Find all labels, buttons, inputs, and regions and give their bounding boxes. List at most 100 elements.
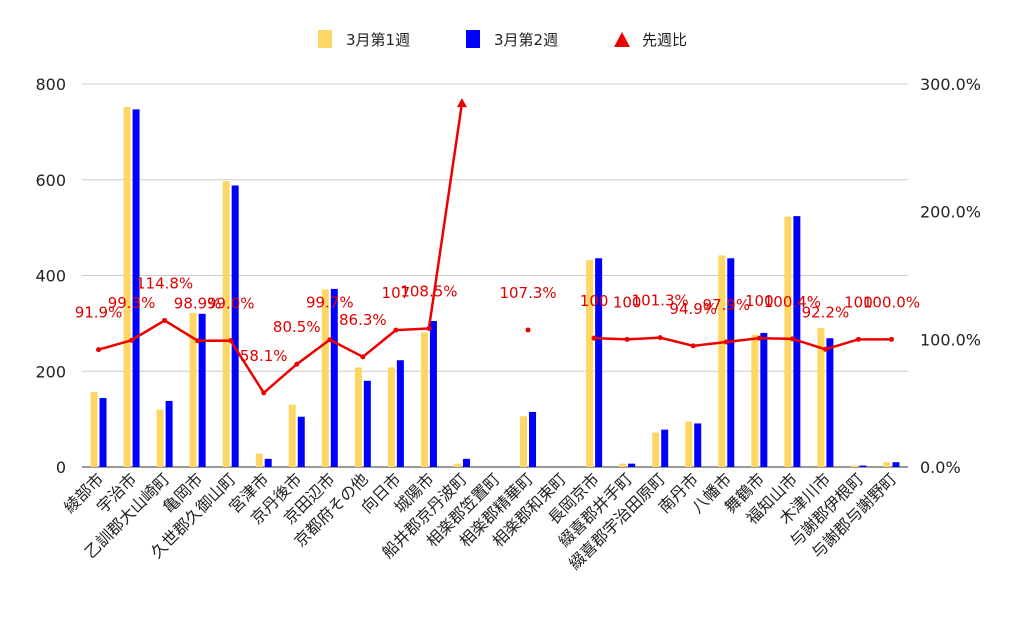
- ratio-data-label: 91.9%: [75, 304, 123, 322]
- bar-week2: [628, 463, 636, 467]
- ratio-point: [162, 317, 168, 323]
- ratio-line-segment: [594, 336, 892, 351]
- bar-week2: [892, 462, 900, 467]
- ratio-line-segment: [98, 102, 464, 395]
- ratio-point: [690, 343, 696, 349]
- ratio-point: [195, 338, 201, 344]
- ratio-data-label: 100: [745, 292, 774, 310]
- ratio-data-label: 99.0%: [207, 295, 255, 313]
- ratio-point: [855, 336, 861, 342]
- bar-week1: [222, 181, 230, 467]
- bar-week1: [685, 421, 693, 467]
- bar-week1: [453, 463, 461, 467]
- ratio-data-label: 86.3%: [339, 311, 387, 329]
- ratio-data-label: 107.3%: [499, 284, 556, 302]
- bar-week1: [718, 255, 726, 467]
- ratio-data-label: 100: [613, 293, 642, 311]
- data-labels: 91.9%99.3% 114.8% 98.9%99.0% 58.1% 80.5% 99.7…: [75, 274, 920, 364]
- bar-week2: [694, 423, 702, 467]
- bar-week2: [529, 411, 537, 467]
- ratio-point: [624, 336, 630, 342]
- ratio-data-label: 94.9%: [669, 300, 717, 318]
- ratio-data-label: 99.7%: [306, 294, 354, 312]
- legend-label: 3月第1週: [346, 31, 410, 49]
- bar-week2: [462, 458, 470, 467]
- bar-week1: [652, 432, 660, 467]
- left-tick-label: 0: [56, 458, 66, 477]
- ratio-data-label: 80.5%: [273, 318, 321, 336]
- ratio-data-label: 107: [382, 284, 411, 302]
- bar-week1: [850, 465, 858, 467]
- legend: 3月第1週 3月第2週 先週比: [318, 30, 687, 49]
- bar-week2: [99, 398, 107, 467]
- bar-week1: [288, 404, 296, 467]
- bar-week1: [751, 334, 759, 467]
- ratio-data-label: 100: [844, 293, 873, 311]
- bar-week1: [387, 367, 395, 467]
- legend-swatch: [318, 30, 332, 48]
- bar-week1: [255, 453, 263, 467]
- right-tick-label: 0.0%: [920, 458, 961, 477]
- bar-week1: [784, 216, 792, 467]
- ratio-point: [756, 335, 762, 341]
- ratio-point: [591, 335, 597, 341]
- ratio-data-label: 114.8%: [136, 274, 193, 292]
- ratio-line: [96, 98, 894, 396]
- legend-swatch: [466, 30, 480, 48]
- ratio-data-label: 97.9%: [702, 296, 750, 314]
- bar-week2: [661, 429, 669, 467]
- bar-week2: [727, 258, 735, 467]
- ratio-data-label: 92.2%: [802, 303, 850, 321]
- bar-week1: [156, 409, 164, 467]
- bar-week2: [429, 320, 437, 467]
- bar-week2: [330, 288, 338, 467]
- legend-swatch: [614, 32, 630, 47]
- axes: 02004006008000.0%100.0%200.0%300.0%綾部市宇治…: [35, 75, 981, 573]
- bar-week2: [132, 109, 140, 467]
- right-tick-label: 200.0%: [920, 203, 981, 222]
- bar-week2: [595, 258, 603, 467]
- gridlines: [82, 83, 908, 468]
- ratio-data-label: 100: [580, 292, 609, 310]
- right-tick-label: 100.0%: [920, 330, 981, 349]
- bar-week1: [883, 462, 891, 467]
- bar-week1: [189, 312, 197, 467]
- ratio-point: [723, 339, 729, 345]
- bar-week2: [363, 380, 371, 467]
- left-tick-label: 800: [35, 75, 66, 94]
- ratio-point: [129, 337, 135, 343]
- bar-week1: [123, 106, 131, 467]
- ratio-point: [789, 336, 795, 342]
- bar-week2: [297, 416, 305, 467]
- bar-week1: [354, 367, 362, 467]
- bar-week1: [321, 289, 329, 467]
- ratio-point: [822, 346, 828, 352]
- ratio-data-label: 101.3%: [632, 292, 689, 310]
- ratio-point: [360, 354, 366, 360]
- ratio-point: [525, 327, 531, 333]
- ratio-point: [327, 337, 333, 343]
- bar-week2: [826, 338, 834, 467]
- bar-week2: [264, 458, 272, 467]
- ratio-data-label: 98.9%: [174, 295, 222, 313]
- ratio-data-label: 99.3%: [108, 294, 156, 312]
- bar-week2: [231, 185, 239, 467]
- right-tick-label: 300.0%: [920, 75, 981, 94]
- bar-week1: [619, 463, 627, 467]
- bar-week2: [760, 332, 768, 467]
- legend-label: 先週比: [642, 31, 687, 49]
- legend-label: 3月第2週: [494, 31, 558, 49]
- left-tick-label: 200: [35, 362, 66, 381]
- ratio-data-label: 108.5%: [400, 282, 457, 300]
- ratio-point: [96, 347, 102, 353]
- ratio-point: [261, 390, 267, 396]
- bars: [90, 106, 900, 467]
- ratio-point: [657, 335, 663, 341]
- left-tick-label: 400: [35, 267, 66, 286]
- bar-week1: [817, 328, 825, 467]
- ratio-point: [228, 338, 234, 344]
- ratio-point: [426, 325, 432, 331]
- bar-week1: [420, 332, 428, 467]
